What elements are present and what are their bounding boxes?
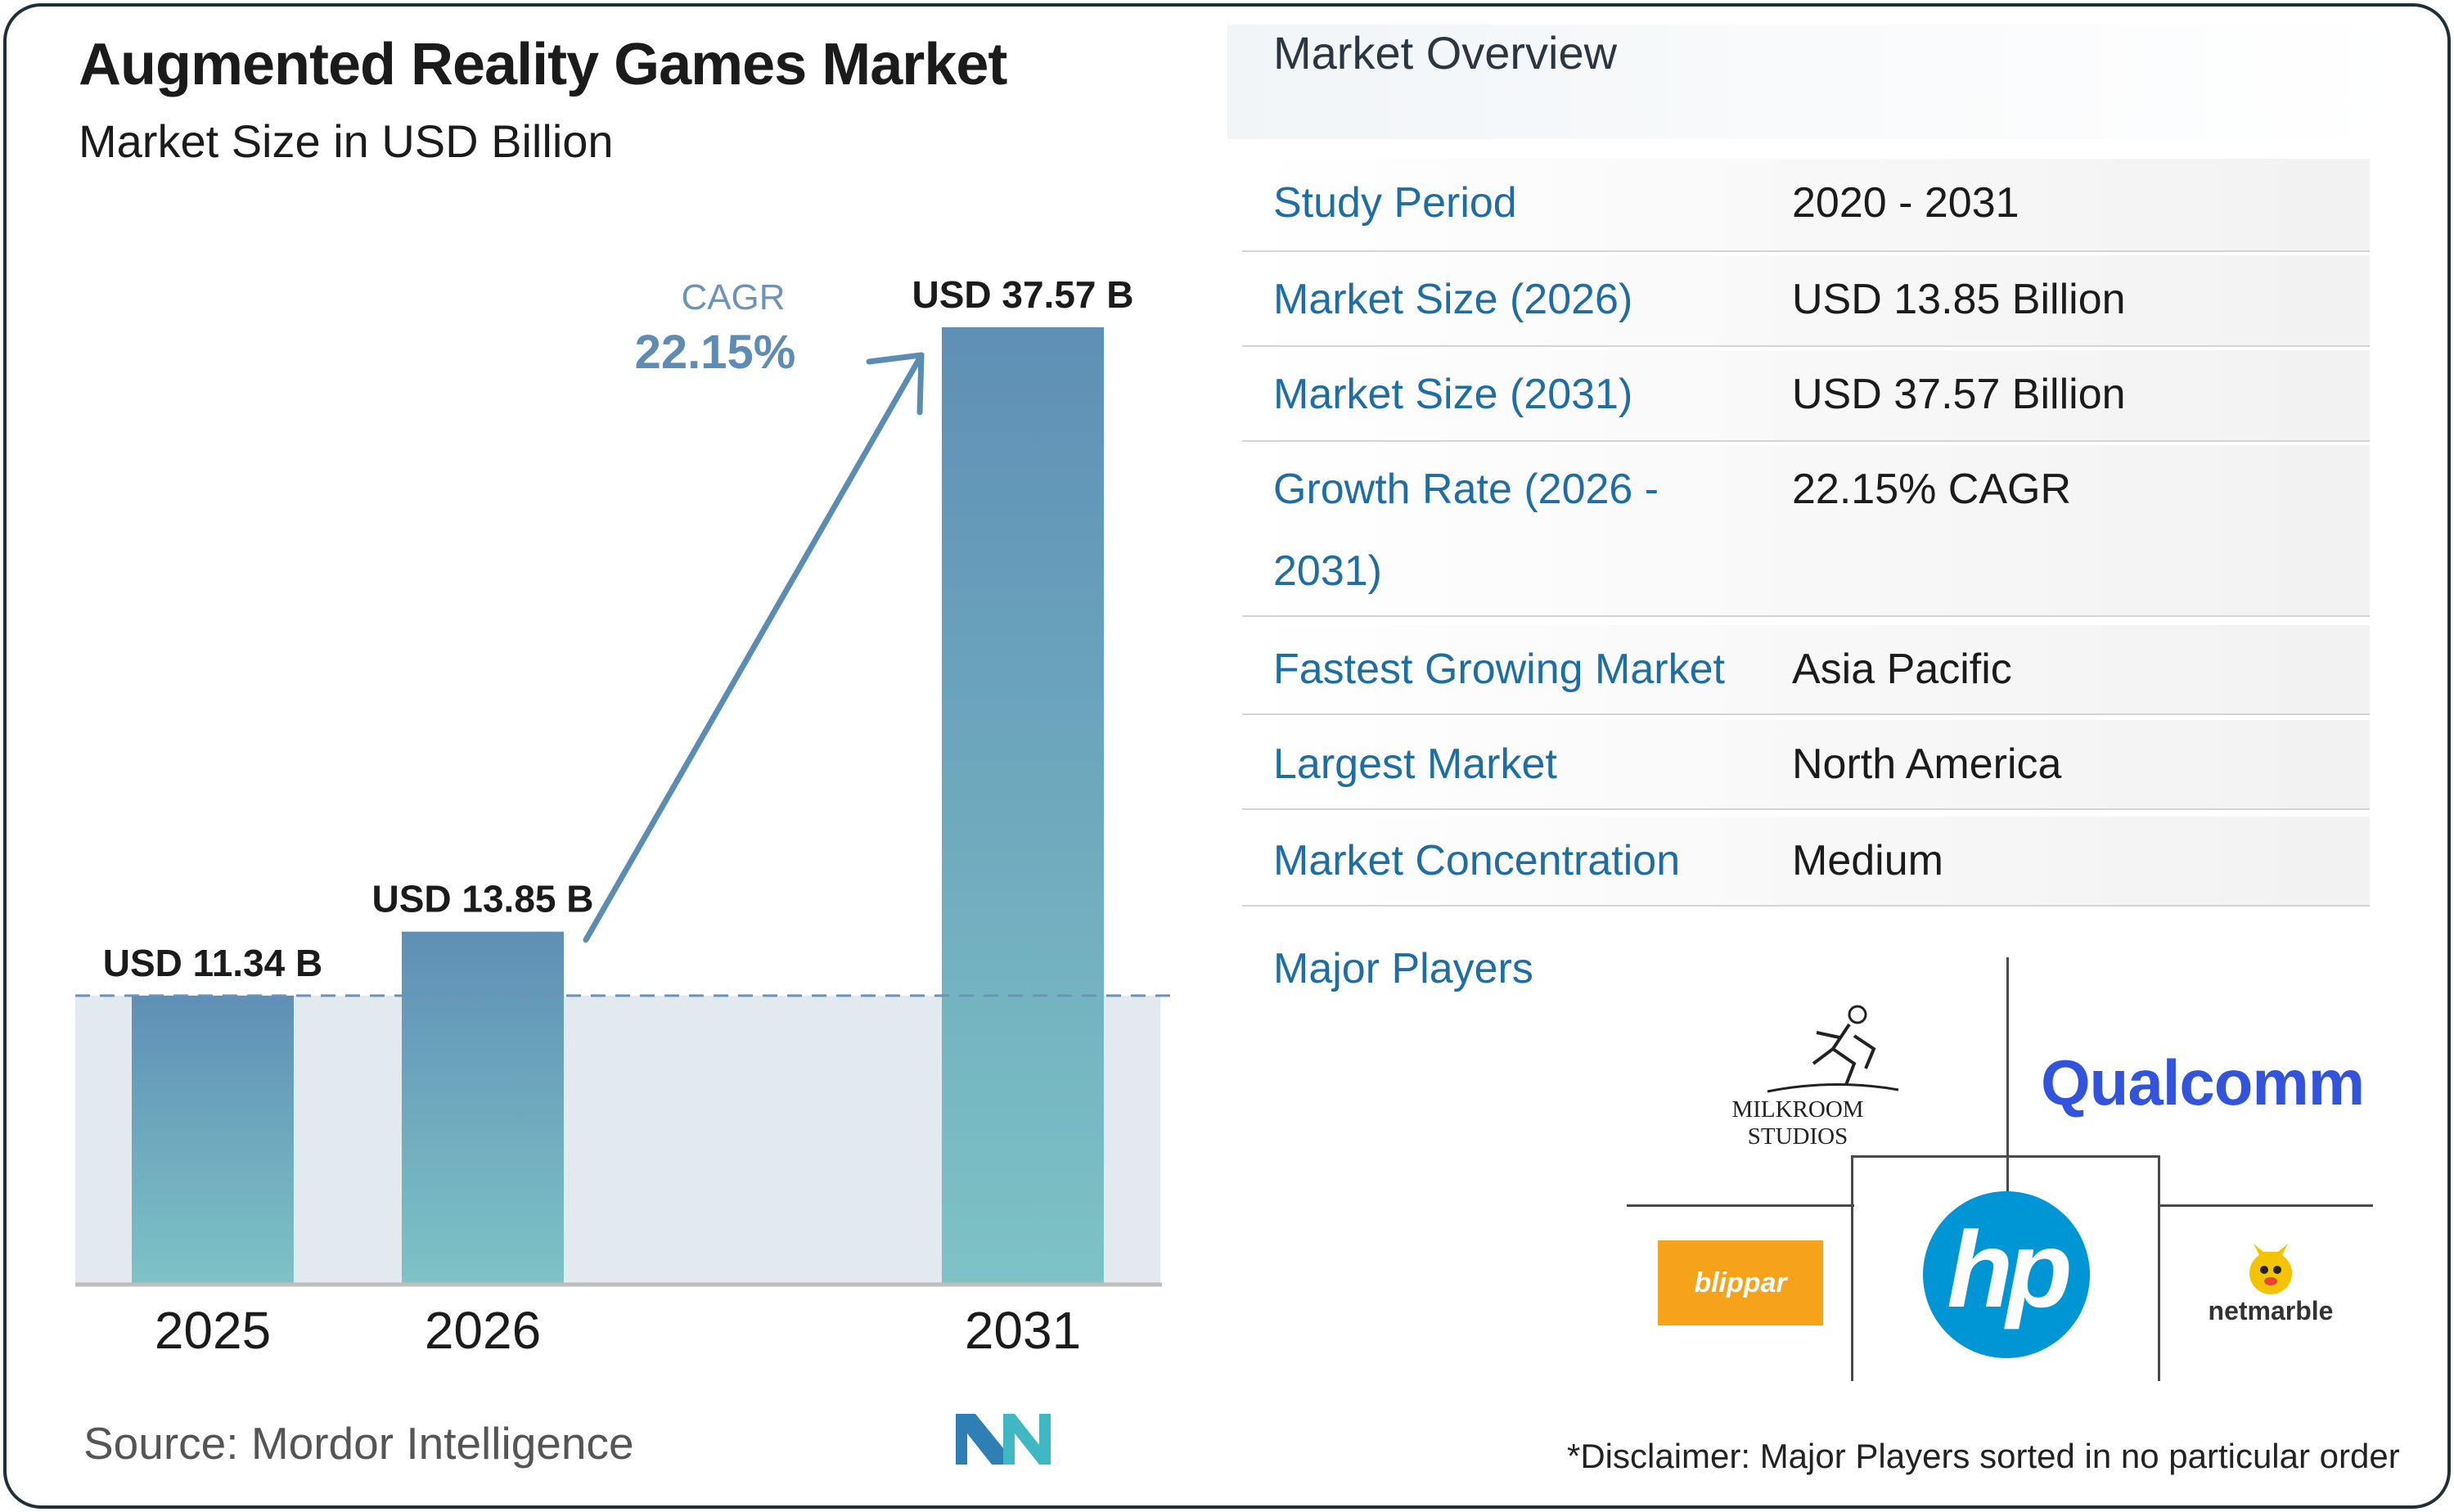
overview-row-label: Market Size (2026) bbox=[1273, 276, 1633, 323]
overview-row-shade bbox=[1242, 255, 2370, 345]
chart-title: Augmented Reality Games Market bbox=[79, 32, 1007, 97]
overview-row-value: USD 13.85 Billion bbox=[1792, 276, 2126, 323]
overview-row-value: USD 37.57 Billion bbox=[1792, 371, 2126, 418]
x-tick-label-2026: 2026 bbox=[425, 1301, 541, 1360]
overview-row-shade bbox=[1242, 720, 2370, 808]
logo-grid-divider bbox=[2160, 1204, 2373, 1207]
overview-row-shade bbox=[1242, 817, 2370, 905]
overview-row-divider bbox=[1242, 440, 2370, 442]
blippar-logo: blippar bbox=[1658, 1240, 1823, 1325]
overview-row-label: Market Size (2031) bbox=[1273, 371, 1633, 418]
hp-logo-box bbox=[1851, 1155, 2160, 1381]
disclaimer-text: *Disclaimer: Major Players sorted in no … bbox=[1567, 1437, 2400, 1475]
cagr-arrow-head bbox=[866, 352, 925, 416]
major-players-label: Major Players bbox=[1273, 945, 1533, 992]
overview-title: Market Overview bbox=[1273, 27, 1618, 79]
hp-wordmark: hp bbox=[1947, 1208, 2072, 1330]
blippar-wordmark: blippar bbox=[1694, 1267, 1787, 1298]
bar-chart: USD 11.34 B USD 13.85 B USD 37.57 B 2025 202… bbox=[75, 273, 1170, 1360]
overview-row-value: 2020 - 2031 bbox=[1792, 179, 2019, 227]
overview-row-divider bbox=[1242, 808, 2370, 810]
overview-row-divider bbox=[1242, 713, 2370, 715]
overview-row-value: Asia Pacific bbox=[1792, 646, 2012, 693]
overview-row-value: 22.15% CAGR bbox=[1792, 466, 2072, 513]
mordor-logo-icon bbox=[956, 1414, 1051, 1465]
x-tick-label-2031: 2031 bbox=[965, 1301, 1081, 1360]
qualcomm-logo: Qualcomm bbox=[2041, 1046, 2365, 1118]
overview-row-label: Growth Rate (2026 - bbox=[1273, 466, 1659, 513]
data-label-2031: USD 37.57 B bbox=[912, 273, 1133, 316]
bar-2031 bbox=[942, 327, 1104, 1285]
source-text: Source: Mordor Intelligence bbox=[83, 1418, 634, 1469]
netmarble-logo: netmarble bbox=[2208, 1296, 2334, 1325]
x-tick-label-2025: 2025 bbox=[155, 1301, 271, 1360]
logo-grid-divider bbox=[2006, 957, 2009, 1198]
chart-subtitle: Market Size in USD Billion bbox=[79, 115, 614, 167]
overview-row-label: Market Concentration bbox=[1273, 837, 1681, 884]
overview-row-label: Study Period bbox=[1273, 179, 1517, 227]
overview-row-divider bbox=[1242, 905, 2370, 907]
cagr-arrow-shaft bbox=[583, 352, 925, 943]
bar-2025 bbox=[132, 995, 294, 1285]
overview-row-divider bbox=[1242, 615, 2370, 617]
overview-row-shade bbox=[1242, 625, 2370, 713]
bar-2026 bbox=[402, 931, 564, 1285]
overview-row-shade bbox=[1242, 445, 2370, 615]
overview-row-value: Medium bbox=[1792, 837, 1943, 884]
logo-grid-divider bbox=[1627, 1204, 1854, 1207]
overview-row-label: Fastest Growing Market bbox=[1273, 646, 1725, 693]
data-label-2026: USD 13.85 B bbox=[371, 878, 593, 920]
overview-row-shade bbox=[1242, 159, 2370, 250]
overview-row-value: North America bbox=[1792, 740, 2062, 788]
cagr-value: 22.15% bbox=[635, 326, 796, 379]
overview-header-bar bbox=[1227, 25, 2398, 139]
overview-row-label-continued: 2031) bbox=[1273, 547, 1382, 595]
cagr-label: CAGR bbox=[681, 277, 785, 317]
overview-row-label: Largest Market bbox=[1273, 740, 1557, 788]
overview-row-shade bbox=[1242, 350, 2370, 440]
hp-logo: hp bbox=[1923, 1191, 2090, 1358]
milkroom-figure-icon bbox=[1767, 1005, 1899, 1093]
netmarble-mascot-icon bbox=[2249, 1244, 2292, 1294]
overview-row-divider bbox=[1242, 250, 2370, 252]
milkroom-logo: MILKROOM STUDIOS bbox=[1731, 1096, 1864, 1150]
overview-row-divider bbox=[1242, 345, 2370, 347]
data-label-2025: USD 11.34 B bbox=[103, 942, 322, 984]
